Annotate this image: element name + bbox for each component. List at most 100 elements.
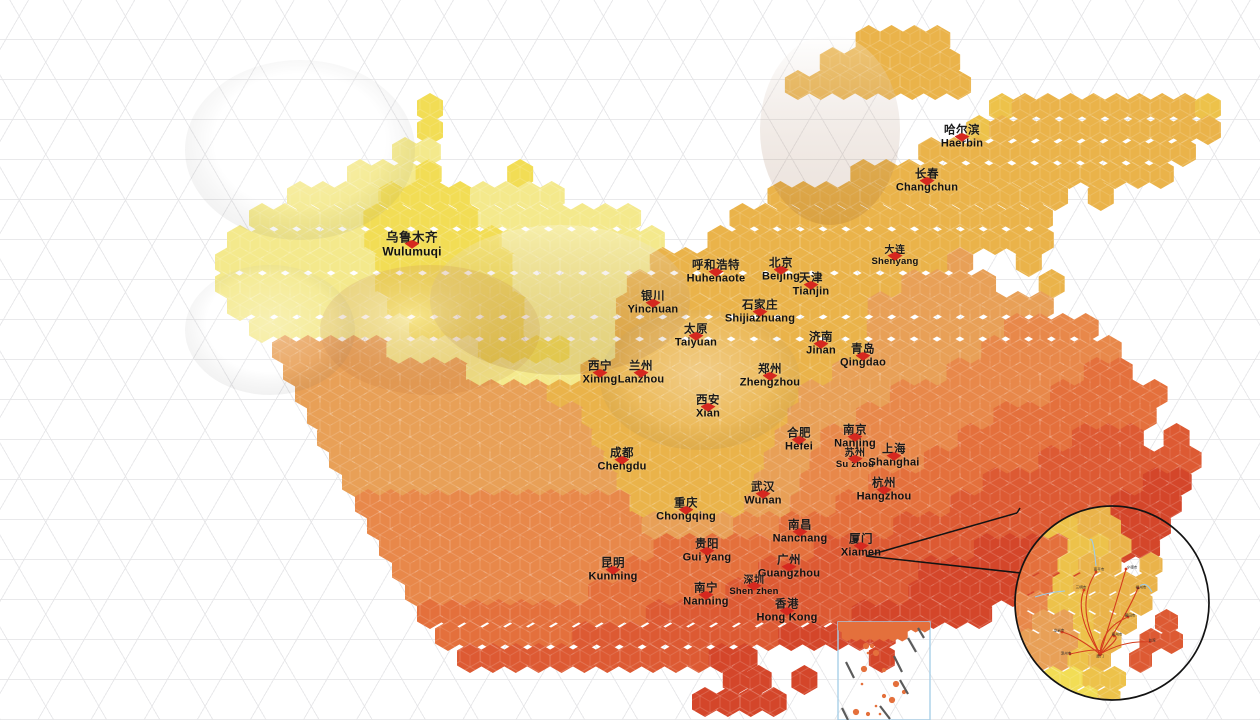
map-pin-icon	[404, 239, 420, 249]
city-marker-chongqing[interactable]: 重庆 Chongqing	[656, 498, 716, 522]
map-pin-icon	[781, 562, 797, 572]
city-label-cn: 重庆	[674, 497, 698, 510]
map-pin-icon	[853, 541, 869, 551]
city-label-cn: 广州	[776, 554, 801, 567]
city-marker-nanchang[interactable]: 南昌 Nanchang	[773, 520, 828, 544]
city-marker-shen-zhen[interactable]: 深圳 Shen zhen	[729, 574, 779, 597]
city-marker-xining[interactable]: 西宁 Xining	[583, 361, 618, 385]
city-marker-qingdao[interactable]: 青岛 Qingdao	[840, 344, 886, 368]
city-label-en: Kunming	[588, 569, 638, 582]
city-marker-chengdu[interactable]: 成都 Chengdu	[597, 448, 646, 472]
city-marker-haerbin[interactable]: 哈尔滨 Haerbin	[941, 125, 983, 149]
magnifier-ring	[1014, 505, 1210, 701]
city-label-en: Shen zhen	[729, 585, 779, 597]
magnifier-city-label: 泉州市	[1111, 632, 1123, 637]
map-pin-icon	[592, 368, 608, 378]
map-pin-icon	[699, 546, 715, 556]
city-label-cn: 南宁	[694, 582, 718, 595]
map-pin-icon	[847, 454, 863, 464]
magnifier-city-label: 福州市	[1135, 585, 1147, 590]
city-marker-changchun[interactable]: 长春 Changchun	[896, 169, 958, 193]
city-label-cn: 兰州	[629, 360, 653, 373]
city-label-cn: 深圳	[743, 574, 765, 586]
city-label-cn: 杭州	[871, 477, 896, 490]
map-pin-icon	[813, 339, 829, 349]
city-label-en: Xining	[582, 372, 618, 385]
city-marker-nanjing[interactable]: 南京 Nanjing	[834, 425, 876, 449]
city-label-cn: 太原	[684, 323, 708, 336]
map-pin-icon	[678, 505, 694, 515]
city-marker-gui-yang[interactable]: 贵阳 Gui yang	[683, 539, 732, 563]
city-marker-guangzhou[interactable]: 广州 Guangzhou	[758, 555, 820, 579]
map-pin-icon	[700, 402, 716, 412]
city-marker-beijing[interactable]: 北京 Beijing	[762, 258, 800, 282]
magnifier-city-label: 台湾	[1148, 638, 1156, 643]
map-pin-icon	[752, 307, 768, 317]
city-marker-kunming[interactable]: 昆明 Kunming	[588, 558, 637, 582]
city-marker-xian[interactable]: 西安 Xian	[696, 395, 720, 419]
magnifier-city-label: 南平市	[1093, 567, 1105, 572]
map-pin-icon	[645, 298, 661, 308]
city-label-en: Jinan	[806, 343, 836, 356]
city-marker-shijiazhuang[interactable]: 石家庄 Shijiazhuang	[725, 300, 795, 324]
city-label-en: Xian	[695, 406, 721, 419]
city-label-en: Wulumuqi	[382, 243, 442, 258]
city-marker-taiyuan[interactable]: 太原 Taiyuan	[675, 324, 717, 348]
city-marker-xiamen[interactable]: 厦门 Xiamen	[841, 534, 881, 558]
city-label-en: Beijing	[761, 269, 801, 282]
city-marker-huhehaote[interactable]: 呼和浩特 Huhehaote	[687, 260, 746, 284]
city-label-en: Xiamen	[840, 545, 882, 558]
city-label-cn: 南京	[842, 424, 867, 437]
map-pin-icon	[614, 455, 630, 465]
city-label-cn: 济南	[808, 331, 833, 344]
flow-arc	[1099, 568, 1127, 655]
city-marker-yinchuan[interactable]: 银川 Yinchuan	[628, 291, 679, 315]
map-pin-icon	[688, 331, 704, 341]
city-label-cn: 呼和浩特	[691, 259, 740, 272]
city-marker-tianjin[interactable]: 天津 Tianjin	[793, 273, 830, 297]
map-pin-icon	[779, 606, 795, 616]
map-pin-icon	[762, 371, 778, 381]
city-label-cn: 长春	[914, 168, 939, 181]
city-label-cn: 哈尔滨	[943, 124, 980, 137]
city-label-en: Wuhan	[744, 493, 782, 506]
city-marker-shenyang[interactable]: 大连 Shenyang	[871, 245, 919, 267]
city-label-cn: 香港	[775, 598, 799, 611]
city-label-cn: 昆明	[601, 557, 625, 570]
city-marker-hefei[interactable]: 合肥 Hefei	[785, 428, 813, 452]
city-label-en: Shenyang	[871, 255, 919, 267]
city-label-en: Shanghai	[868, 455, 920, 468]
city-label-cn: 成都	[610, 447, 634, 460]
city-marker-su-zhou[interactable]: 苏州 Su zhou	[836, 448, 874, 470]
city-label-en: Gui yang	[682, 550, 732, 563]
city-marker-wuhan[interactable]: 武汉 Wuhan	[744, 482, 781, 506]
flow-arc	[1099, 641, 1151, 655]
city-label-en: Zhengzhou	[739, 375, 801, 388]
map-pin-icon	[698, 590, 714, 600]
map-pin-icon	[792, 527, 808, 537]
city-label-cn: 石家庄	[742, 299, 778, 312]
city-marker-lanzhou[interactable]: 兰州 Lanzhou	[618, 361, 665, 385]
city-marker-wulumuqi[interactable]: 乌鲁木齐 Wulumuqi	[382, 231, 441, 257]
magnifier-connector-lines	[865, 507, 1022, 574]
map-pin-icon	[708, 267, 724, 277]
city-marker-zhengzhou[interactable]: 郑州 Zhengzhou	[740, 364, 800, 388]
map-pin-icon	[773, 265, 789, 275]
city-label-en: Changchun	[895, 180, 959, 193]
map-pin-icon	[887, 251, 903, 261]
city-label-en: Taiyuan	[674, 335, 718, 348]
city-label-en: Guangzhou	[757, 566, 821, 579]
city-marker-nanning[interactable]: 南宁 Nanning	[683, 583, 728, 607]
city-label-cn: 合肥	[787, 427, 811, 440]
map-pin-icon	[791, 435, 807, 445]
city-marker-jinan[interactable]: 济南 Jinan	[806, 332, 836, 356]
city-marker-hangzhou[interactable]: 杭州 Hangzhou	[857, 478, 912, 502]
city-label-cn: 西宁	[588, 360, 612, 373]
city-label-en: Shijiazhuang	[724, 311, 796, 324]
city-marker-hong-kong[interactable]: 香港 Hong Kong	[756, 599, 817, 623]
city-marker-shanghai[interactable]: 上海 Shanghai	[868, 444, 919, 468]
magnifier-city-label: 龙岩市	[1053, 628, 1065, 633]
